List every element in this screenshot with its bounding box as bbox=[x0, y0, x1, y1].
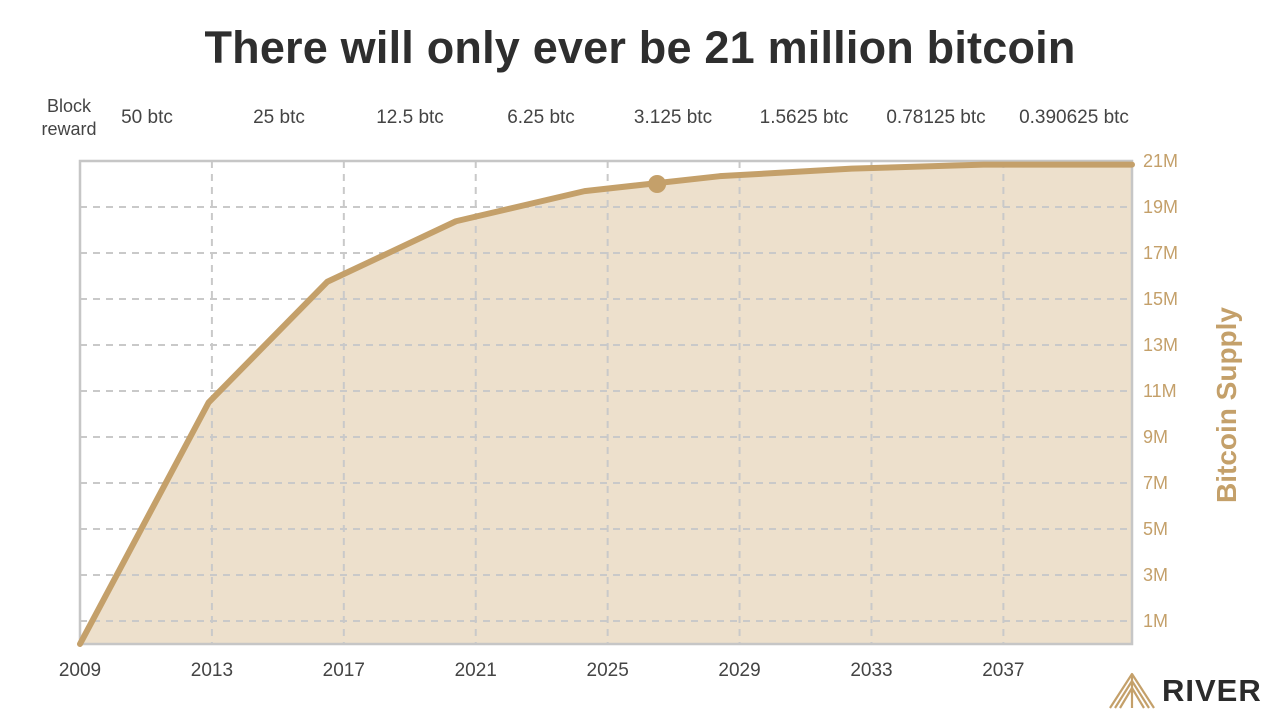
chart-title: There will only ever be 21 million bitco… bbox=[204, 22, 1076, 73]
supply-area-fill bbox=[80, 164, 1132, 644]
block-reward-value: 1.5625 btc bbox=[759, 107, 849, 128]
y-tick-label: 5M bbox=[1143, 519, 1168, 539]
supply-line bbox=[77, 161, 1135, 647]
block-reward-value: 12.5 btc bbox=[376, 107, 444, 128]
block-reward-value: 3.125 btc bbox=[633, 107, 713, 128]
x-tick-label: 2025 bbox=[587, 660, 629, 681]
x-tick-label: 2017 bbox=[323, 660, 365, 681]
block-reward-label: Block reward bbox=[36, 95, 102, 141]
x-tick-label: 2033 bbox=[850, 660, 892, 681]
x-tick-label: 2021 bbox=[455, 660, 497, 681]
y-tick-label: 1M bbox=[1143, 611, 1168, 631]
block-reward-value: 50 btc bbox=[121, 107, 173, 128]
block-reward-value: 0.390625 btc bbox=[1019, 107, 1129, 128]
x-tick-label: 2009 bbox=[59, 660, 101, 681]
block-reward-value: 0.78125 btc bbox=[886, 107, 986, 128]
y-tick-label: 11M bbox=[1143, 381, 1177, 401]
block-reward-label-line1: Block bbox=[46, 96, 91, 116]
y-tick-label: 19M bbox=[1143, 197, 1178, 217]
y-tick-label: 7M bbox=[1143, 473, 1168, 493]
y-tick-label: 3M bbox=[1143, 565, 1168, 585]
y-tick-label: 17M bbox=[1143, 243, 1178, 263]
x-tick-label: 2037 bbox=[982, 660, 1024, 681]
plot-frame bbox=[78, 159, 1134, 646]
x-tick-label: 2013 bbox=[191, 660, 233, 681]
block-reward-label-line2: reward bbox=[41, 119, 97, 139]
y-tick-label: 21M bbox=[1143, 151, 1178, 171]
y-tick-label: 15M bbox=[1143, 289, 1178, 309]
x-tick-label: 2029 bbox=[718, 660, 760, 681]
y-tick-label: 13M bbox=[1143, 335, 1178, 355]
y-tick-label: 9M bbox=[1143, 427, 1168, 447]
y-axis-label: Bitcoin Supply bbox=[1211, 307, 1242, 503]
block-reward-value: 6.25 btc bbox=[507, 107, 575, 128]
block-reward-value: 25 btc bbox=[253, 107, 305, 128]
brand-name: RIVER bbox=[1162, 673, 1262, 708]
current-supply-marker bbox=[648, 175, 667, 193]
river-mountain-icon bbox=[1109, 672, 1155, 709]
